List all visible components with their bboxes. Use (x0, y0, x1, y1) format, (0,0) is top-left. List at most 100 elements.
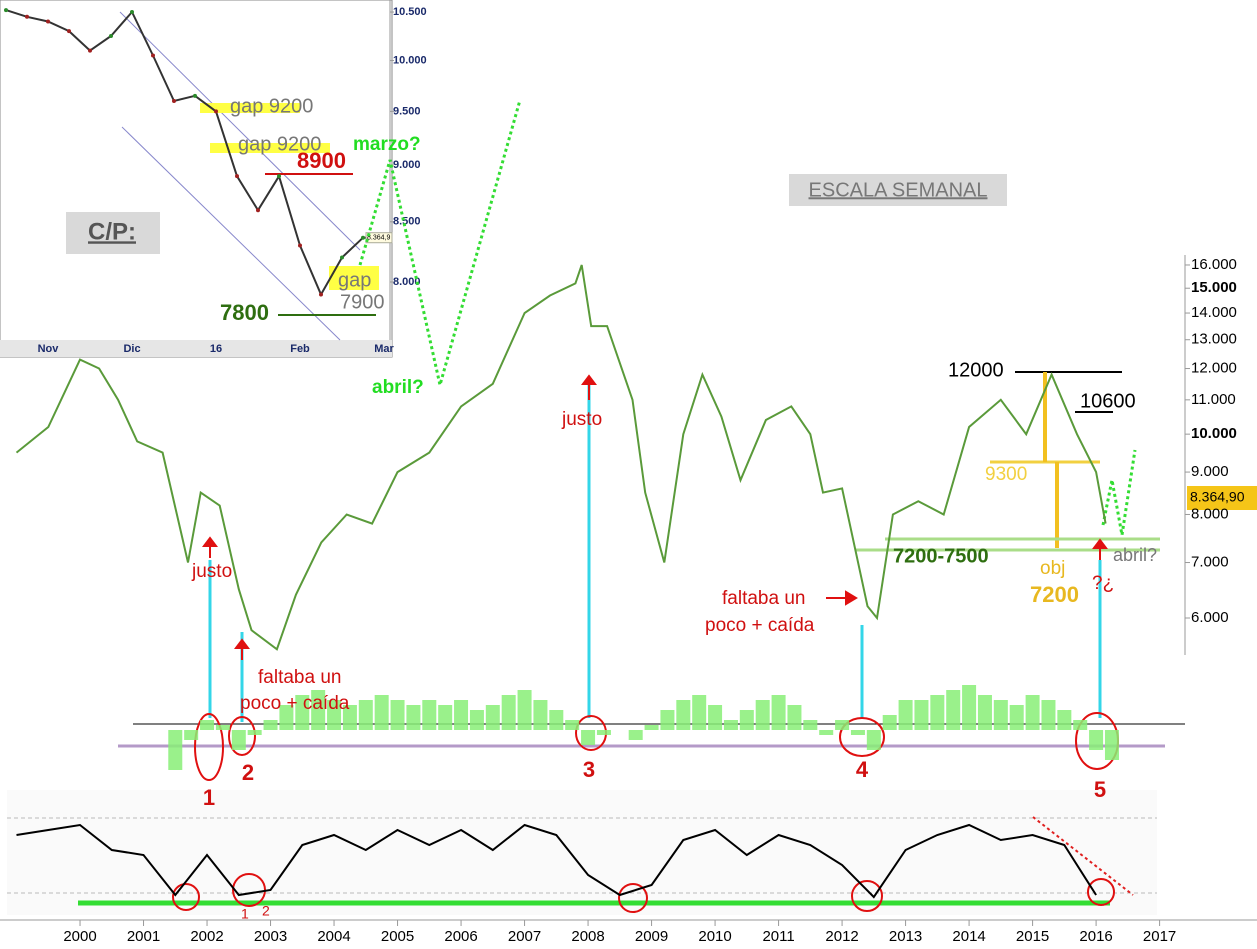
annotation: 4 (856, 757, 869, 782)
annotation: abril? (372, 377, 424, 398)
bar (565, 720, 580, 730)
point (319, 292, 323, 297)
point (340, 255, 344, 260)
bar (1057, 710, 1072, 730)
point (46, 19, 50, 24)
gap-zone (329, 266, 379, 290)
bar (279, 705, 294, 730)
bar (993, 700, 1008, 730)
inset: 10.500 10.000 9.500 9.000 8.500 8.000 Nov Dic 16… (0, 0, 427, 358)
x-tick-label: 2001 (127, 928, 160, 945)
bar (898, 700, 913, 730)
bar (263, 720, 278, 730)
channel (119, 11, 361, 341)
annotation: gap 9200 (238, 133, 321, 155)
inset-x-band (0, 340, 392, 357)
bar (977, 695, 992, 730)
annotation: poco + caída (705, 615, 815, 636)
x-tick-label: 2008 (571, 928, 604, 945)
annotation: 9300 (985, 464, 1027, 485)
annotation: C/P: (88, 218, 136, 245)
annotation: obj (1040, 558, 1065, 579)
annotation: 12000 (948, 359, 1004, 381)
y-tick-label: 10.000 (393, 54, 427, 66)
x-tick-label: 2009 (635, 928, 668, 945)
bar (835, 720, 850, 730)
x-tick-label: 2017 (1143, 928, 1176, 945)
label-box (789, 174, 1007, 206)
bar (438, 705, 453, 730)
projection (1101, 449, 1137, 536)
bar (390, 700, 405, 730)
bar (739, 710, 754, 730)
bar (596, 730, 611, 735)
x-tick-label: 2004 (317, 928, 350, 945)
bar (501, 695, 516, 730)
x-tick-label: Nov (38, 343, 60, 355)
bar (549, 710, 564, 730)
bar (231, 730, 246, 750)
bar (644, 725, 659, 730)
x-tick-label: 2007 (508, 928, 541, 945)
bar (327, 700, 342, 730)
bar (850, 730, 865, 735)
x-tick-label: 2005 (381, 928, 414, 945)
bar (1089, 730, 1104, 750)
point (277, 174, 281, 179)
x-tick-label: Feb (290, 343, 310, 355)
bar (581, 730, 596, 745)
point (361, 235, 365, 240)
annotation: 2 (242, 760, 254, 785)
bar (311, 690, 326, 730)
bar (1025, 695, 1040, 730)
bar (422, 700, 437, 730)
bar (1041, 700, 1056, 730)
x-tick-label: 2003 (254, 928, 287, 945)
arrows (202, 374, 1108, 660)
point (4, 8, 8, 13)
gap-zone (200, 103, 300, 113)
point (67, 29, 71, 34)
x-tick-label: 2002 (190, 928, 223, 945)
annotation: justo (191, 561, 232, 582)
annotation: 7900 (340, 291, 385, 313)
y-tick-label: 16.000 (1191, 256, 1237, 273)
bar (295, 695, 310, 730)
last-price-box (1187, 486, 1257, 510)
point (88, 48, 92, 53)
x-tick-label: 2010 (698, 928, 731, 945)
bar (1104, 730, 1119, 760)
oscillator-line (16, 823, 1097, 899)
point (298, 243, 302, 248)
annotation: 7800 (220, 300, 269, 325)
point (151, 53, 155, 58)
y-tick-label: 7.000 (1191, 553, 1229, 570)
point (172, 98, 176, 103)
point (193, 93, 197, 98)
gap-zone (210, 143, 330, 153)
x-tick-label: 2000 (63, 928, 96, 945)
y-tick-label: 14.000 (1191, 304, 1237, 321)
x-tick-label: 2013 (889, 928, 922, 945)
bar (485, 705, 500, 730)
annotation: faltaba un (258, 667, 341, 688)
point (25, 14, 29, 19)
y-tick-label: 8.000 (393, 276, 421, 288)
y-tick-label: 12.000 (1191, 359, 1237, 376)
bar (247, 730, 262, 735)
y-tick-label: 9.500 (393, 105, 421, 117)
bar (1073, 720, 1088, 730)
bar (708, 705, 723, 730)
y-tick-label: 10.000 (1191, 425, 1237, 442)
annotation: faltaba un (722, 588, 805, 609)
x-tick-label: 2012 (825, 928, 858, 945)
bar (200, 720, 215, 730)
x-tick-label: Mar (374, 343, 394, 355)
bar (454, 700, 469, 730)
annotations: gap 9200 gap 9200 8900 C/P: gap 7900 780… (88, 95, 1245, 921)
annotation: 1 (203, 785, 215, 810)
annotation: 8900 (297, 148, 346, 173)
bar (866, 730, 881, 750)
annotation: 3 (583, 757, 595, 782)
